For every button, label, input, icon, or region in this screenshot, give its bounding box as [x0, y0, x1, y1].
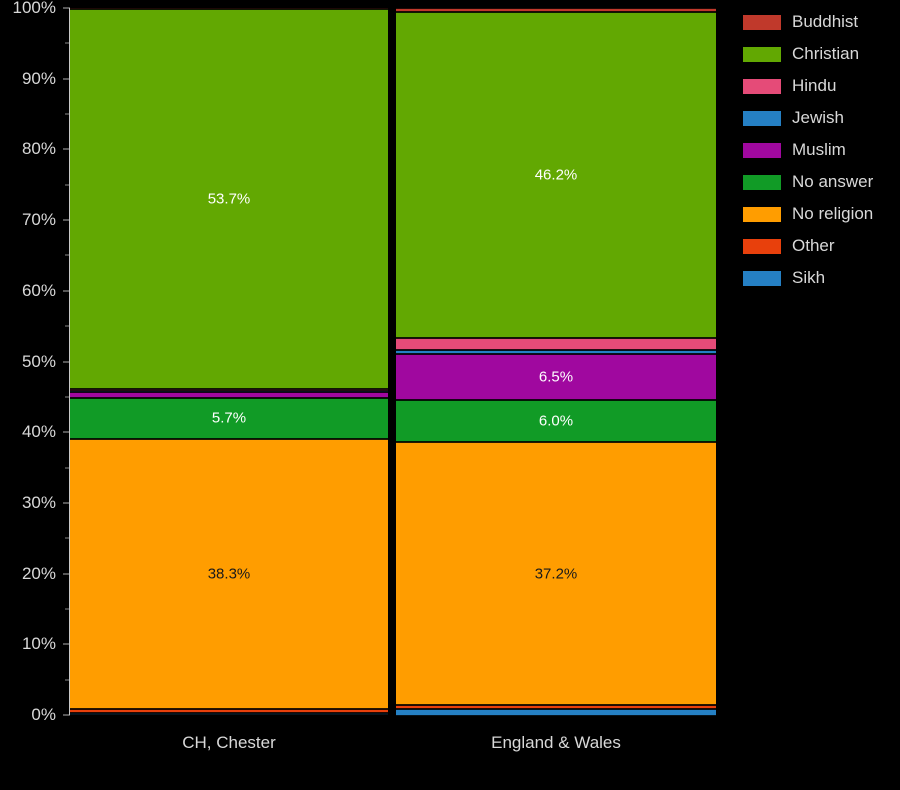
- y-tick-mark-0: [63, 714, 70, 716]
- y-tick-mark-70: [63, 219, 70, 221]
- bar-segment-sikh[interactable]: [70, 712, 388, 715]
- plot-area: 53.7% 5.7% 38.3% 46.2% 6.5% 6.0% 37.2%: [70, 8, 718, 716]
- y-tick-minor-35: [65, 467, 70, 469]
- bar-segment-no-religion[interactable]: 37.2%: [396, 442, 716, 706]
- bar-segment-muslim[interactable]: 6.5%: [396, 353, 716, 400]
- bar-segment-value-label: 5.7%: [211, 409, 247, 427]
- y-tick-mark-90: [63, 78, 70, 80]
- y-tick-label-20: 20%: [21, 563, 56, 583]
- y-tick-mark-60: [63, 290, 70, 292]
- y-tick-mark-30: [63, 502, 70, 504]
- y-tick-mark-20: [63, 573, 70, 575]
- x-tick-label-0: CH, Chester: [182, 733, 276, 752]
- legend-label: Other: [792, 236, 835, 255]
- y-tick-minor-25: [65, 537, 70, 539]
- legend-label: Muslim: [792, 140, 846, 159]
- y-tick-label-0: 0%: [31, 705, 56, 724]
- bar-segment-jewish[interactable]: [396, 350, 716, 354]
- y-tick-minor-15: [65, 608, 70, 610]
- y-tick-minor-55: [65, 325, 70, 327]
- bar-segment-value-label: 37.2%: [534, 565, 578, 583]
- x-axis: CH, Chester England & Wales: [70, 715, 718, 775]
- x-tick-label-1: England & Wales: [491, 733, 621, 752]
- bar-segment-value-label: 6.0%: [538, 412, 574, 430]
- legend-label: No answer: [792, 172, 874, 191]
- bar-segment-value-label: 6.5%: [538, 368, 574, 386]
- y-tick-label-60: 60%: [21, 280, 56, 300]
- y-tick-mark-80: [63, 148, 70, 150]
- bar-segment-other[interactable]: [70, 709, 388, 713]
- legend-item-jewish[interactable]: Jewish: [742, 102, 897, 134]
- y-tick-mark-10: [63, 643, 70, 645]
- y-tick-label-90: 90%: [21, 68, 56, 88]
- y-tick-minor-75: [65, 184, 70, 186]
- bar-segment-muslim[interactable]: [70, 391, 388, 399]
- legend-swatch-icon: [742, 45, 782, 63]
- bar-segment-no-answer[interactable]: 6.0%: [396, 399, 716, 443]
- bar-segment-hindu[interactable]: [70, 389, 388, 392]
- y-tick-mark-100: [63, 7, 70, 9]
- legend-item-sikh[interactable]: Sikh: [742, 262, 897, 294]
- y-tick-mark-50: [63, 361, 70, 362]
- bar-segment-christian[interactable]: 46.2%: [396, 11, 716, 339]
- y-tick-label-80: 80%: [21, 139, 56, 159]
- y-tick-minor-5: [65, 679, 70, 681]
- legend-label: Hindu: [792, 76, 837, 95]
- legend-swatch-icon: [742, 13, 782, 31]
- legend-swatch-icon: [742, 109, 782, 127]
- y-tick-label-10: 10%: [21, 634, 56, 654]
- legend-item-no-religion[interactable]: No religion: [742, 198, 897, 230]
- y-tick-label-40: 40%: [21, 422, 56, 442]
- bar-segment-no-answer[interactable]: 5.7%: [70, 398, 388, 439]
- y-tick-label-30: 30%: [21, 492, 56, 512]
- legend-item-hindu[interactable]: Hindu: [742, 70, 897, 102]
- legend-swatch-icon: [742, 141, 782, 159]
- bar-segment-other[interactable]: [396, 705, 716, 710]
- legend-swatch-icon: [742, 77, 782, 95]
- legend-label: Jewish: [792, 108, 844, 127]
- bar-segment-buddhist[interactable]: [396, 8, 716, 12]
- legend-item-muslim[interactable]: Muslim: [742, 134, 897, 166]
- bar-segment-sikh[interactable]: [396, 709, 716, 716]
- y-tick-minor-45: [65, 396, 70, 398]
- y-axis: 0% 10% 20% 30% 40% 50% 60% 70% 80% 90% 100%: [0, 0, 70, 790]
- bar-segment-christian[interactable]: 53.7%: [70, 9, 388, 390]
- legend-label: Buddhist: [792, 12, 859, 31]
- legend-label: Sikh: [792, 268, 826, 287]
- y-tick-minor-65: [65, 254, 70, 256]
- y-tick-label-100: 100%: [12, 0, 56, 17]
- bar-segment-value-label: 46.2%: [534, 166, 578, 184]
- legend-swatch-icon: [742, 269, 782, 287]
- y-tick-minor-85: [65, 113, 70, 115]
- bar-segment-value-label: 38.3%: [207, 565, 251, 583]
- y-tick-minor-95: [65, 42, 70, 44]
- y-tick-mark-40: [63, 431, 70, 433]
- legend-item-no-answer[interactable]: No answer: [742, 166, 897, 198]
- legend-label: Christian: [792, 44, 860, 63]
- stacked-bar-ch-chester[interactable]: 53.7% 5.7% 38.3%: [70, 8, 388, 715]
- legend-item-buddhist[interactable]: Buddhist: [742, 6, 897, 38]
- legend-swatch-icon: [742, 237, 782, 255]
- y-tick-label-70: 70%: [21, 210, 56, 230]
- legend-swatch-icon: [742, 173, 782, 191]
- legend-item-other[interactable]: Other: [742, 230, 897, 262]
- legend-item-christian[interactable]: Christian: [742, 38, 897, 70]
- legend: Buddhist Christian Hindu Jewish Muslim No ans…: [742, 6, 897, 294]
- bar-segment-no-religion[interactable]: 38.3%: [70, 438, 388, 710]
- legend-swatch-icon: [742, 205, 782, 223]
- bar-segment-value-label: 53.7%: [207, 190, 251, 208]
- stacked-bar-england-wales[interactable]: 46.2% 6.5% 6.0% 37.2%: [396, 8, 716, 716]
- y-tick-label-50: 50%: [21, 351, 56, 371]
- bar-segment-hindu[interactable]: [396, 338, 716, 351]
- legend-label: No religion: [792, 204, 874, 223]
